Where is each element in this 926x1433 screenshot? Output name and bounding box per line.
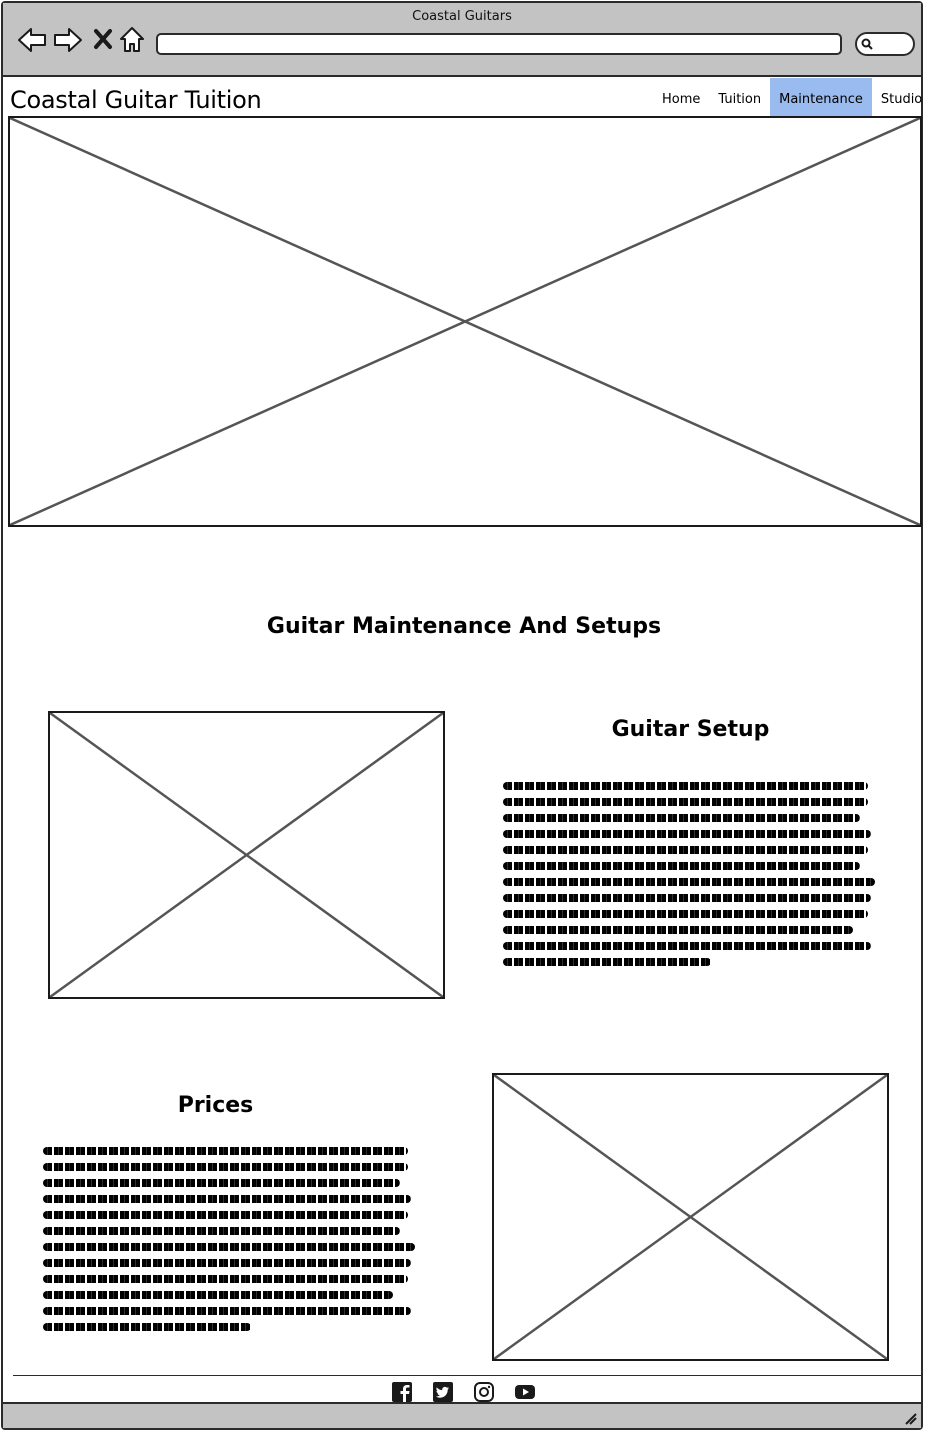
search-icon: [861, 38, 873, 50]
page-heading: Guitar Maintenance And Setups: [266, 614, 662, 639]
prices-image-placeholder: [492, 1073, 889, 1361]
browser-statusbar: [3, 1402, 921, 1428]
hero-image-placeholder: [8, 116, 922, 527]
setup-image-placeholder: [48, 711, 445, 999]
prices-heading: Prices: [177, 1093, 254, 1118]
address-bar[interactable]: [156, 33, 842, 55]
browser-search-box[interactable]: [855, 32, 915, 56]
nav-item-studio[interactable]: Studio: [880, 92, 923, 107]
twitter-icon[interactable]: [432, 1381, 454, 1403]
youtube-icon[interactable]: [514, 1381, 536, 1403]
setup-text-block: [503, 782, 875, 974]
browser-titlebar: Coastal Guitars: [3, 3, 921, 77]
home-icon[interactable]: [117, 25, 147, 55]
facebook-icon[interactable]: [391, 1381, 413, 1403]
instagram-icon[interactable]: [473, 1381, 495, 1403]
site-logo[interactable]: Coastal Guitar Tuition: [10, 86, 262, 114]
footer-divider: [13, 1375, 923, 1376]
setup-heading: Guitar Setup: [611, 717, 770, 742]
nav-item-home[interactable]: Home: [662, 92, 701, 107]
window-title: Coastal Guitars: [412, 9, 512, 24]
close-icon[interactable]: [89, 25, 119, 55]
main-nav: Home Tuition Maintenance Studio: [653, 78, 926, 118]
nav-item-maintenance[interactable]: Maintenance: [770, 78, 872, 118]
forward-icon[interactable]: [53, 25, 83, 55]
social-links: [391, 1381, 536, 1403]
nav-item-tuition[interactable]: Tuition: [718, 92, 762, 107]
prices-text-block: [43, 1147, 415, 1339]
resize-grip-icon[interactable]: [903, 1411, 917, 1425]
back-icon[interactable]: [17, 25, 47, 55]
